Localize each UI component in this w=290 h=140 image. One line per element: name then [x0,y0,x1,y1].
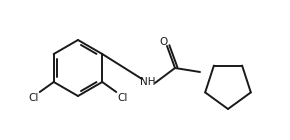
Text: Cl: Cl [28,93,39,103]
Text: NH: NH [140,77,156,87]
Text: O: O [159,37,167,47]
Text: Cl: Cl [117,93,128,103]
